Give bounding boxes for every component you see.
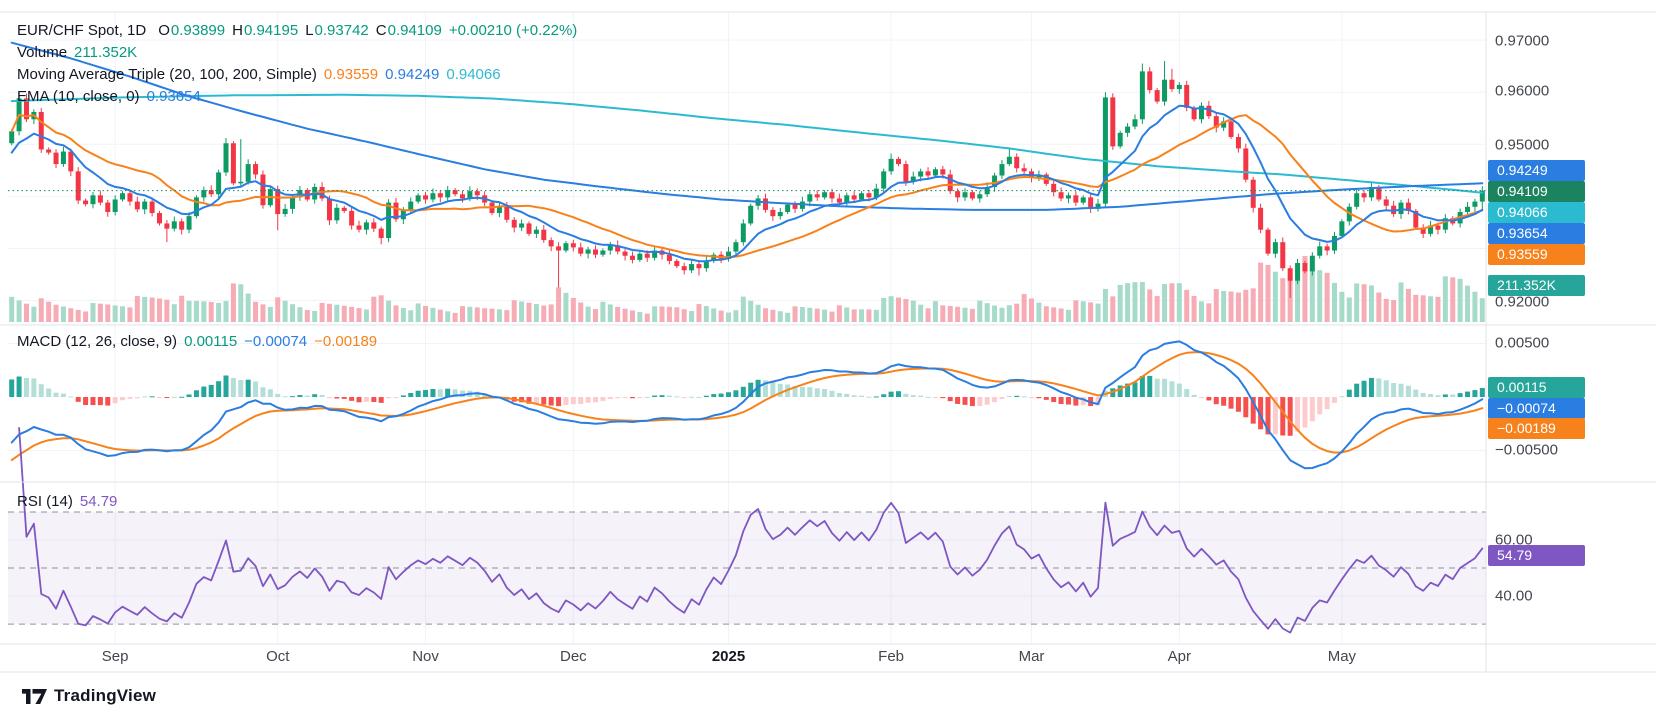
macd-signal-value: −0.00189: [314, 333, 378, 350]
time-axis-label-dec: Dec: [559, 648, 587, 665]
ma200-value: 0.94066: [446, 66, 501, 83]
open-value: 0.93899: [170, 22, 226, 39]
time-axis-label-nov: Nov: [412, 648, 439, 665]
price-axis-label: 0.96000: [1495, 82, 1550, 100]
time-axis-label-sep: Sep: [101, 648, 129, 665]
volume-value: 211.352K: [74, 44, 138, 61]
macd-label: MACD (12, 26, close, 9): [17, 333, 178, 350]
change-value: +0.00210 (+0.22%): [448, 22, 578, 39]
chart-legend: EUR/CHF Spot, 1D O0.93899 H0.94195 L0.93742…: [17, 20, 584, 108]
sma20-line: [10, 113, 1484, 259]
ema10-line: [10, 104, 1484, 263]
volume-label: Volume: [17, 44, 68, 61]
macd-axis-label: 0.00500: [1495, 334, 1550, 352]
ema-value: 0.93654: [146, 88, 201, 105]
sma200-value-tag: 0.94066: [1488, 201, 1585, 223]
time-axis-label-feb: Feb: [878, 648, 905, 665]
close-label: C: [375, 22, 387, 39]
symbol-row: EUR/CHF Spot, 1D O0.93899 H0.94195 L0.93742…: [17, 20, 584, 42]
sma200-line: [10, 93, 1484, 194]
ma-triple-row: Moving Average Triple (20, 100, 200, Sim…: [17, 64, 584, 86]
rsi-band: [8, 511, 1486, 625]
macd-legend: MACD (12, 26, close, 9) 0.00115 −0.00074 −0…: [17, 333, 384, 350]
time-axis-label-apr: Apr: [1167, 648, 1191, 665]
ema10-value-tag: 0.93654: [1488, 222, 1585, 244]
time-axis-label-2025: 2025: [711, 648, 746, 665]
price-axis-label: 0.92000: [1495, 293, 1550, 311]
tradingview-logo-icon: [22, 688, 47, 704]
macd-line: [10, 340, 1484, 470]
rsi-line: [18, 427, 1484, 634]
macd-signal-tag: −0.00189: [1488, 417, 1585, 439]
ema-label: EMA (10, close, 0): [17, 88, 140, 105]
rsi-value-tag: 54.79: [1488, 544, 1585, 566]
last-price-tag: 0.94109: [1488, 180, 1585, 202]
symbol-title: EUR/CHF Spot, 1D: [17, 22, 147, 39]
price-axis-label: 0.97000: [1495, 32, 1550, 50]
rsi-axis-label: 40.00: [1495, 587, 1533, 605]
tradingview-brand-text: TradingView: [54, 686, 157, 705]
volume-value-tag: 211.352K: [1488, 274, 1585, 296]
volume-layer: [9, 256, 1485, 322]
rsi-axis-label: 60.00: [1495, 531, 1533, 549]
sma20-value-tag: 0.93559: [1488, 243, 1585, 265]
high-value: 0.94195: [243, 22, 299, 39]
sma100-line: [10, 41, 1484, 211]
low-value: 0.93742: [314, 22, 369, 39]
ma100-value: 0.94249: [385, 66, 440, 83]
ema-row: EMA (10, close, 0) 0.93654: [17, 86, 584, 108]
time-axis-label-mar: Mar: [1018, 648, 1045, 665]
open-label: O: [158, 22, 170, 39]
macd-hist-tag: 0.00115: [1488, 376, 1585, 398]
macd-histogram: [9, 375, 1485, 436]
rsi-legend: RSI (14) 54.79: [17, 493, 124, 510]
macd-axis-label: −0.00500: [1495, 441, 1558, 459]
tradingview-logo[interactable]: TradingView: [22, 686, 156, 706]
volume-row: Volume 211.352K: [17, 42, 584, 64]
time-axis-label-may: May: [1327, 648, 1357, 665]
candles-layer: [9, 60, 1485, 298]
sma100-value-tag: 0.94249: [1488, 159, 1585, 181]
macd-line-value: −0.00074: [244, 333, 308, 350]
ma-triple-label: Moving Average Triple (20, 100, 200, Sim…: [17, 66, 317, 83]
price-axis-label: 0.95000: [1495, 136, 1550, 154]
close-value: 0.94109: [387, 22, 442, 39]
macd-signal-line: [10, 351, 1484, 462]
rsi-label: RSI (14): [17, 493, 73, 510]
ma20-value: 0.93559: [323, 66, 379, 83]
macd-line-tag: −0.00074: [1488, 397, 1585, 419]
rsi-value: 54.79: [79, 493, 118, 510]
time-axis-label-oct: Oct: [266, 648, 290, 665]
low-label: L: [305, 22, 314, 39]
high-label: H: [232, 22, 243, 39]
pane-borders: [0, 11, 1656, 673]
macd-hist-value: 0.00115: [184, 333, 238, 350]
